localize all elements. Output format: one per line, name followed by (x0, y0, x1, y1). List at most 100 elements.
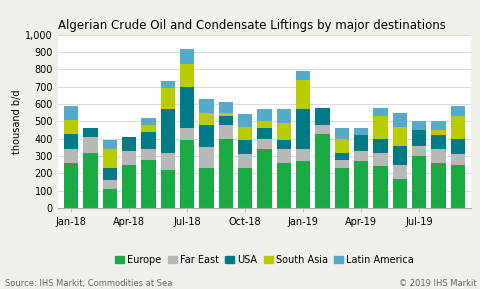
Bar (295, 149, 310, 161)
Bar (411, 130, 426, 146)
Bar (180, 140, 194, 208)
Bar (199, 113, 214, 125)
Bar (314, 125, 329, 134)
Bar (199, 147, 214, 168)
Bar (83, 137, 97, 153)
Bar (64, 149, 78, 163)
Bar (353, 161, 368, 208)
Bar (160, 81, 175, 88)
Bar (180, 64, 194, 87)
Bar (295, 109, 310, 149)
Bar (238, 168, 252, 208)
Bar (238, 114, 252, 127)
Bar (102, 189, 117, 208)
Bar (199, 99, 214, 113)
Bar (199, 168, 214, 208)
Bar (276, 123, 290, 140)
Bar (392, 127, 406, 146)
Bar (353, 151, 368, 161)
Bar (218, 116, 233, 125)
Bar (334, 160, 348, 168)
Bar (411, 146, 426, 156)
Bar (141, 149, 156, 160)
Bar (431, 121, 445, 130)
Bar (450, 106, 464, 116)
Bar (392, 113, 406, 127)
Bar (141, 160, 156, 208)
Bar (141, 118, 156, 125)
Bar (450, 139, 464, 154)
Bar (353, 135, 368, 151)
Bar (334, 139, 348, 153)
Bar (372, 166, 387, 208)
Bar (257, 121, 271, 128)
Bar (392, 165, 406, 179)
Legend: Europe, Far East, USA, South Asia, Latin America: Europe, Far East, USA, South Asia, Latin… (111, 251, 417, 269)
Bar (392, 146, 406, 165)
Bar (276, 109, 290, 123)
Bar (276, 149, 290, 163)
Bar (160, 170, 175, 208)
Bar (102, 140, 117, 149)
Bar (122, 137, 136, 151)
Bar (64, 134, 78, 149)
Text: Source: IHS Markit, Commodities at Sea: Source: IHS Markit, Commodities at Sea (5, 279, 172, 288)
Bar (257, 128, 271, 139)
Bar (295, 161, 310, 208)
Bar (238, 154, 252, 168)
Bar (450, 116, 464, 139)
Bar (295, 80, 310, 109)
Bar (64, 106, 78, 120)
Bar (218, 113, 233, 116)
Bar (83, 153, 97, 208)
Bar (334, 168, 348, 208)
Bar (276, 140, 290, 149)
Bar (238, 140, 252, 154)
Bar (83, 128, 97, 137)
Bar (141, 132, 156, 149)
Bar (372, 153, 387, 166)
Bar (431, 149, 445, 163)
Bar (334, 153, 348, 160)
Bar (431, 130, 445, 135)
Bar (180, 87, 194, 128)
Bar (102, 149, 117, 168)
Bar (64, 120, 78, 134)
Bar (180, 49, 194, 64)
Bar (218, 102, 233, 113)
Bar (372, 116, 387, 139)
Bar (372, 108, 387, 116)
Bar (218, 139, 233, 208)
Bar (64, 163, 78, 208)
Bar (141, 125, 156, 132)
Bar (392, 179, 406, 208)
Bar (450, 165, 464, 208)
Y-axis label: thousand b/d: thousand b/d (12, 89, 23, 154)
Bar (160, 109, 175, 153)
Bar (160, 153, 175, 170)
Bar (411, 121, 426, 130)
Bar (257, 109, 271, 121)
Bar (199, 125, 214, 147)
Text: Algerian Crude Oil and Condensate Liftings by major destinations: Algerian Crude Oil and Condensate Liftin… (58, 19, 444, 32)
Bar (238, 127, 252, 140)
Bar (180, 128, 194, 140)
Bar (314, 134, 329, 208)
Text: © 2019 IHS Markit: © 2019 IHS Markit (398, 279, 475, 288)
Bar (276, 163, 290, 208)
Bar (295, 71, 310, 80)
Bar (122, 151, 136, 165)
Bar (257, 149, 271, 208)
Bar (102, 180, 117, 189)
Bar (334, 128, 348, 139)
Bar (122, 165, 136, 208)
Bar (353, 128, 368, 135)
Bar (102, 168, 117, 180)
Bar (411, 156, 426, 208)
Bar (372, 139, 387, 153)
Bar (218, 125, 233, 139)
Bar (431, 163, 445, 208)
Bar (314, 108, 329, 125)
Bar (431, 135, 445, 149)
Bar (450, 154, 464, 165)
